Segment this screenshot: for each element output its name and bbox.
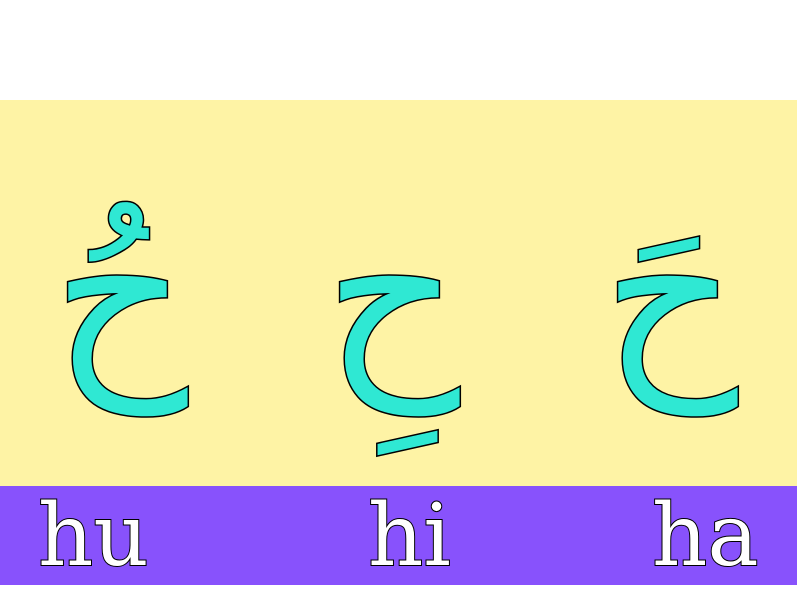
syllable-label-hi: hi xyxy=(367,485,452,586)
letter-ha-fatha: حَ xyxy=(601,170,740,415)
letter-ha-damma: حُ xyxy=(51,170,190,415)
syllable-label-bar: hu hi ha xyxy=(0,486,797,585)
letter-ha-kasra: حِ xyxy=(323,170,462,415)
top-margin xyxy=(0,0,797,100)
syllable-label-hu: hu xyxy=(37,485,150,586)
syllable-label-ha: ha xyxy=(651,485,760,586)
bottom-margin xyxy=(0,585,797,608)
letter-panel: حُ حِ حَ xyxy=(0,100,797,486)
